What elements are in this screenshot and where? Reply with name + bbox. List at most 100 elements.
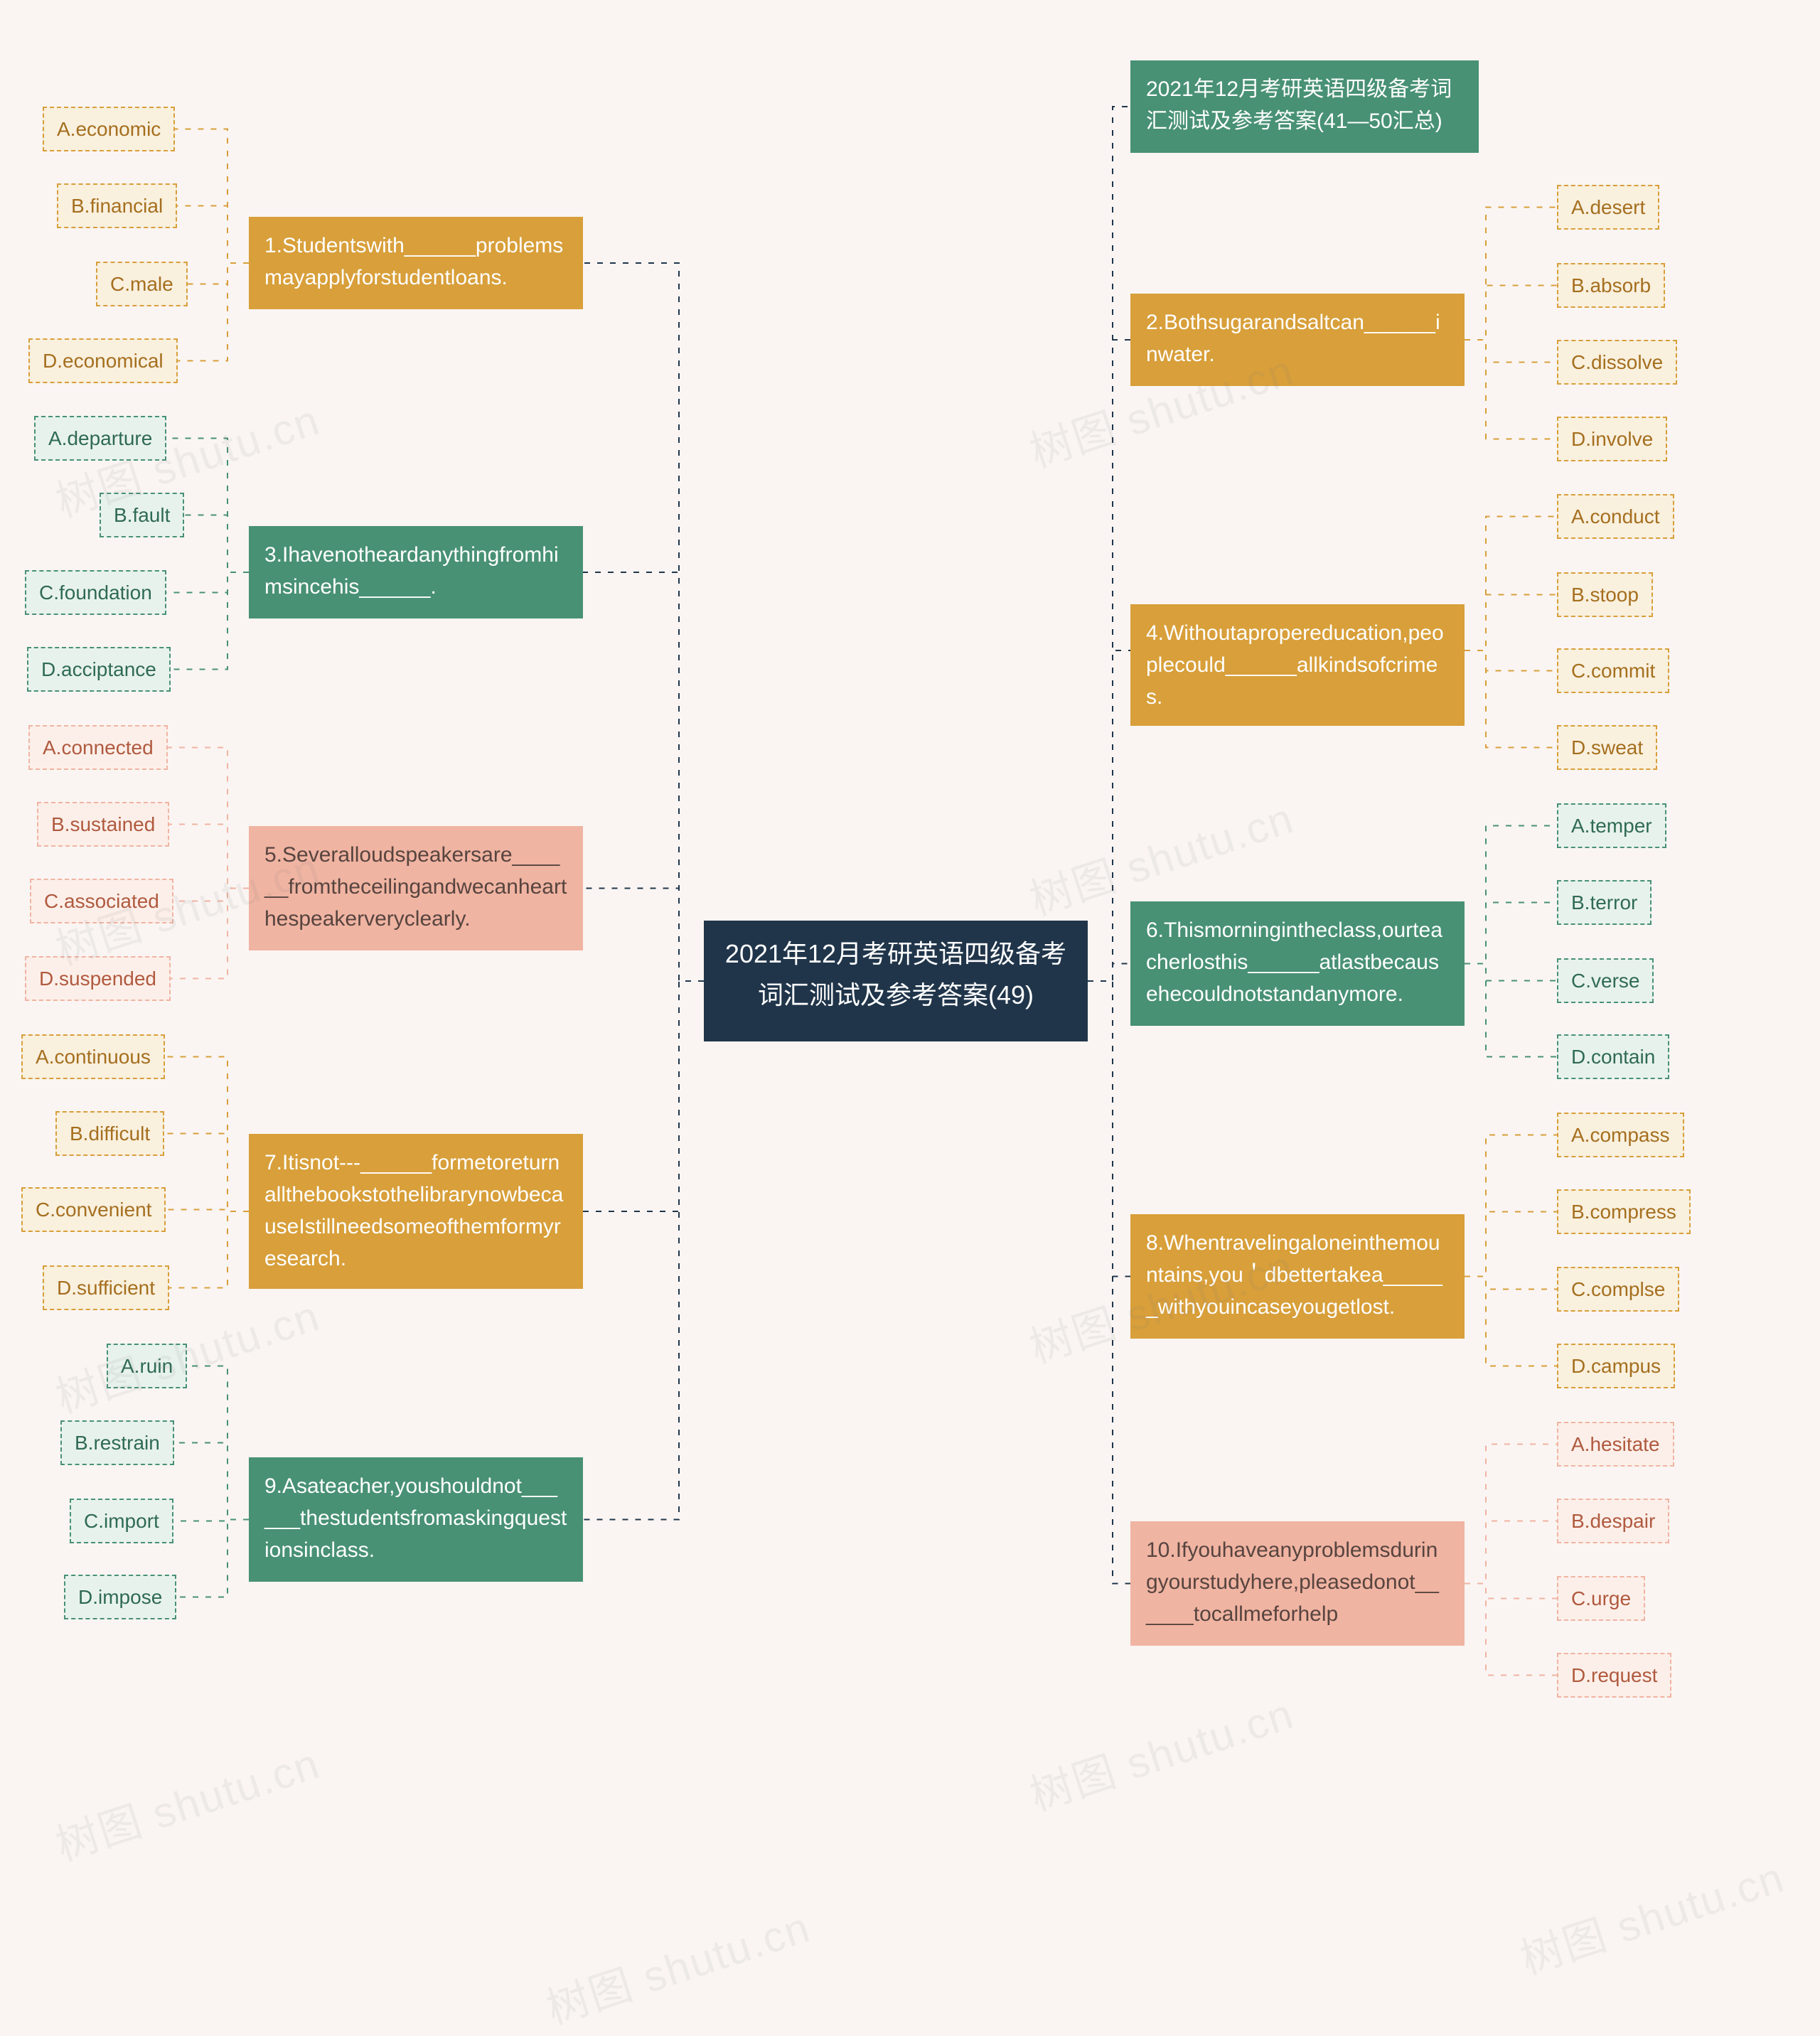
option-label: C.associated bbox=[44, 890, 159, 912]
option-node[interactable]: D.acciptance bbox=[27, 647, 171, 692]
question-node: 3.Ihavenotheardanythingfromhimsincehis__… bbox=[249, 526, 583, 618]
question-node: 8.Whentravelingaloneinthemountains,you＇d… bbox=[1130, 1214, 1465, 1339]
option-label: D.involve bbox=[1571, 428, 1653, 450]
option-label: C.commit bbox=[1571, 660, 1655, 682]
option-label: C.verse bbox=[1571, 970, 1639, 992]
option-label: A.continuous bbox=[36, 1046, 151, 1068]
option-label: B.stoop bbox=[1571, 584, 1639, 606]
option-node[interactable]: C.male bbox=[96, 262, 188, 306]
option-label: B.compress bbox=[1571, 1201, 1676, 1223]
option-label: B.absorb bbox=[1571, 274, 1651, 296]
option-node[interactable]: D.involve bbox=[1557, 417, 1667, 461]
option-node[interactable]: A.desert bbox=[1557, 185, 1659, 230]
option-node[interactable]: D.sweat bbox=[1557, 725, 1657, 770]
question-node: 1.Studentswith______problemsmayapplyfors… bbox=[249, 217, 583, 309]
option-label: B.difficult bbox=[70, 1123, 150, 1145]
option-node[interactable]: D.suspended bbox=[25, 956, 171, 1001]
question-node: 10.Ifyouhaveanyproblemsduringyourstudyhe… bbox=[1130, 1521, 1465, 1646]
option-label: A.temper bbox=[1571, 815, 1652, 837]
option-node[interactable]: D.sufficient bbox=[43, 1265, 169, 1310]
option-label: A.ruin bbox=[121, 1355, 173, 1377]
option-label: D.campus bbox=[1571, 1355, 1661, 1377]
question-text: 1.Studentswith______problemsmayapplyfors… bbox=[264, 234, 563, 289]
option-node[interactable]: B.restrain bbox=[60, 1420, 174, 1465]
option-node[interactable]: D.contain bbox=[1557, 1034, 1669, 1079]
option-node[interactable]: B.compress bbox=[1557, 1189, 1691, 1234]
summary-link-node[interactable]: 2021年12月考研英语四级备考词汇测试及参考答案(41—50汇总) bbox=[1130, 60, 1479, 153]
root-node: 2021年12月考研英语四级备考词汇测试及参考答案(49) bbox=[704, 921, 1088, 1041]
option-label: D.impose bbox=[78, 1586, 162, 1608]
option-label: A.hesitate bbox=[1571, 1433, 1660, 1455]
option-node[interactable]: C.commit bbox=[1557, 648, 1669, 693]
option-label: D.sufficient bbox=[57, 1277, 155, 1299]
question-node: 5.Severalloudspeakersare______fromthecei… bbox=[249, 826, 583, 950]
option-label: C.complse bbox=[1571, 1278, 1665, 1300]
option-node[interactable]: A.compass bbox=[1557, 1113, 1684, 1157]
question-node: 4.Withoutapropereducation,peoplecould___… bbox=[1130, 604, 1465, 726]
question-text: 9.Asateacher,youshouldnot______thestuden… bbox=[264, 1474, 567, 1562]
option-node[interactable]: B.sustained bbox=[37, 802, 169, 847]
option-node[interactable]: D.request bbox=[1557, 1653, 1671, 1698]
option-label: A.economic bbox=[57, 118, 161, 140]
option-node[interactable]: A.temper bbox=[1557, 803, 1666, 848]
option-label: C.foundation bbox=[39, 582, 152, 604]
option-node[interactable]: C.complse bbox=[1557, 1267, 1679, 1312]
option-label: B.terror bbox=[1571, 891, 1637, 913]
option-label: D.acciptance bbox=[41, 658, 156, 680]
option-node[interactable]: B.absorb bbox=[1557, 263, 1665, 308]
summary-link-text: 2021年12月考研英语四级备考词汇测试及参考答案(41—50汇总) bbox=[1146, 77, 1452, 133]
option-node[interactable]: C.associated bbox=[30, 879, 173, 923]
option-label: C.convenient bbox=[36, 1199, 151, 1221]
option-node[interactable]: A.economic bbox=[43, 107, 175, 151]
root-text: 2021年12月考研英语四级备考词汇测试及参考答案(49) bbox=[725, 939, 1066, 1009]
option-node[interactable]: D.campus bbox=[1557, 1344, 1675, 1388]
option-node[interactable]: A.hesitate bbox=[1557, 1422, 1674, 1467]
option-label: C.urge bbox=[1571, 1587, 1631, 1609]
question-node: 6.Thismorningintheclass,ourteacherlosthi… bbox=[1130, 901, 1465, 1026]
option-node[interactable]: B.despair bbox=[1557, 1499, 1669, 1543]
option-node[interactable]: B.difficult bbox=[55, 1111, 164, 1156]
option-node[interactable]: C.import bbox=[70, 1499, 173, 1543]
option-node[interactable]: C.convenient bbox=[21, 1187, 166, 1232]
option-label: D.suspended bbox=[39, 968, 156, 990]
option-label: B.financial bbox=[71, 195, 163, 217]
option-node[interactable]: A.ruin bbox=[107, 1344, 187, 1388]
option-label: C.dissolve bbox=[1571, 351, 1663, 373]
option-label: B.sustained bbox=[51, 813, 155, 835]
question-text: 10.Ifyouhaveanyproblemsduringyourstudyhe… bbox=[1146, 1538, 1439, 1626]
option-node[interactable]: B.fault bbox=[100, 493, 184, 537]
option-node[interactable]: D.impose bbox=[64, 1575, 176, 1619]
option-node[interactable]: B.terror bbox=[1557, 880, 1652, 925]
option-label: D.contain bbox=[1571, 1046, 1655, 1068]
question-text: 3.Ihavenotheardanythingfromhimsincehis__… bbox=[264, 543, 559, 599]
option-node[interactable]: D.economical bbox=[28, 338, 178, 383]
option-node[interactable]: B.stoop bbox=[1557, 572, 1653, 617]
option-label: B.despair bbox=[1571, 1510, 1655, 1532]
option-label: A.conduct bbox=[1571, 505, 1660, 527]
option-node[interactable]: C.verse bbox=[1557, 958, 1654, 1003]
option-label: A.compass bbox=[1571, 1124, 1670, 1146]
option-label: D.economical bbox=[43, 350, 164, 372]
option-label: A.connected bbox=[43, 736, 154, 759]
question-text: 2.Bothsugarandsaltcan______inwater. bbox=[1146, 311, 1440, 366]
option-node[interactable]: A.continuous bbox=[21, 1034, 165, 1079]
option-node[interactable]: A.departure bbox=[34, 416, 166, 461]
question-text: 5.Severalloudspeakersare______fromthecei… bbox=[264, 843, 567, 931]
question-node: 7.Itisnot---______formetoreturnalltheboo… bbox=[249, 1134, 583, 1289]
option-node[interactable]: A.connected bbox=[28, 725, 168, 770]
option-node[interactable]: B.financial bbox=[57, 183, 177, 228]
option-node[interactable]: C.foundation bbox=[25, 570, 166, 615]
option-label: B.restrain bbox=[75, 1432, 160, 1454]
option-node[interactable]: C.dissolve bbox=[1557, 340, 1677, 385]
question-text: 7.Itisnot---______formetoreturnalltheboo… bbox=[264, 1151, 563, 1270]
option-label: A.desert bbox=[1571, 196, 1645, 218]
option-label: D.request bbox=[1571, 1664, 1657, 1686]
option-node[interactable]: A.conduct bbox=[1557, 494, 1674, 539]
question-node: 9.Asateacher,youshouldnot______thestuden… bbox=[249, 1457, 583, 1582]
question-node: 2.Bothsugarandsaltcan______inwater. bbox=[1130, 294, 1465, 386]
option-label: B.fault bbox=[114, 504, 170, 526]
question-text: 8.Whentravelingaloneinthemountains,you＇d… bbox=[1146, 1231, 1442, 1319]
option-node[interactable]: C.urge bbox=[1557, 1576, 1645, 1621]
option-label: D.sweat bbox=[1571, 736, 1643, 759]
question-text: 4.Withoutapropereducation,peoplecould___… bbox=[1146, 621, 1444, 709]
